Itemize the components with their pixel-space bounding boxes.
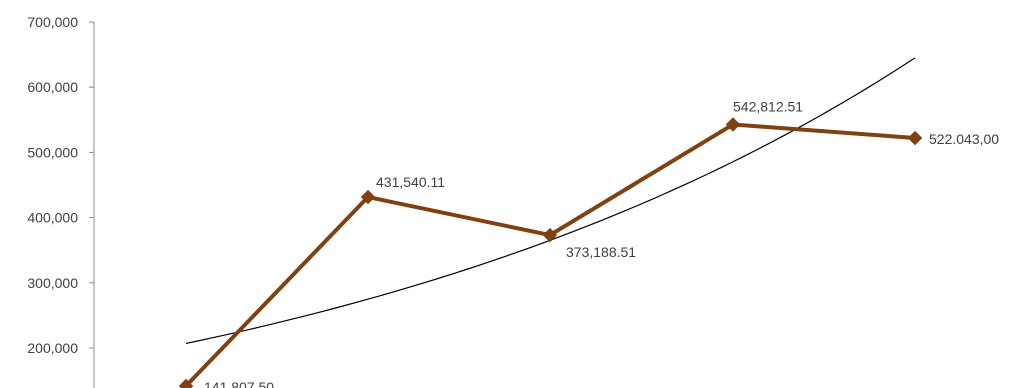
data-point-marker [725, 117, 741, 132]
data-label: 141,807.50 [204, 379, 274, 388]
data-point-marker [542, 227, 558, 243]
trendline-layer [185, 57, 916, 345]
data-label: 522.043,00 [929, 131, 999, 147]
y-tick-label: 700,000 [27, 14, 78, 30]
trendline [185, 57, 916, 345]
data-point-marker [360, 189, 376, 205]
y-axis: 700,000 600,000 500,000 400,000 300,000 200,0… [27, 14, 95, 388]
y-tick-label: 200,000 [27, 340, 78, 356]
y-tick-label: 400,000 [27, 210, 78, 226]
data-label: 373,188.51 [566, 244, 636, 260]
data-point-marker [907, 130, 923, 146]
data-label: 542,812.51 [733, 98, 803, 114]
data-label-layer: 141,807.50 431,540.11 373,188.51 542,812.51… [204, 98, 999, 388]
y-tick-label: 300,000 [27, 275, 78, 291]
data-point-marker [178, 378, 194, 388]
y-tick-label: 500,000 [27, 144, 78, 160]
series-layer [178, 117, 923, 388]
y-tick-label: 600,000 [27, 79, 78, 95]
data-label: 431,540.11 [376, 174, 445, 190]
series-line [184, 122, 916, 388]
